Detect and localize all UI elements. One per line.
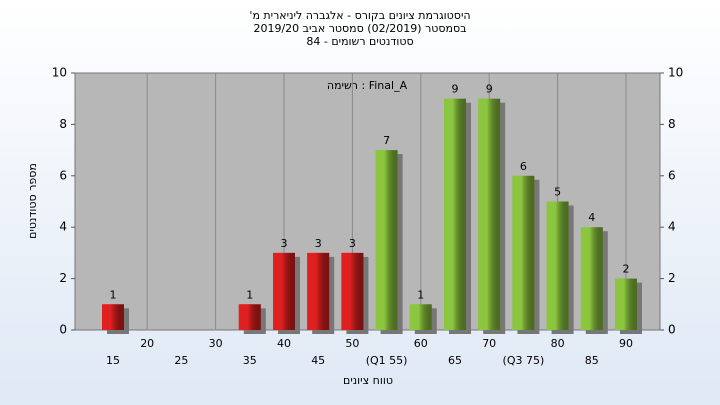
x-tick-label: 40 — [277, 337, 291, 350]
y-tick-label: 4 — [59, 220, 67, 234]
data-label: 9 — [486, 83, 493, 96]
bar-shade — [341, 252, 364, 330]
x-tick-label: 20 — [140, 337, 154, 350]
title-line: 'היסטוגרמת ציונים בקורס - אלגברה ליניארי… — [249, 9, 470, 22]
data-label: 3 — [349, 237, 356, 250]
y2-tick-label: 10 — [668, 66, 683, 80]
bar-shade — [478, 98, 501, 330]
y-tick-label: 2 — [59, 271, 67, 285]
data-label: 9 — [452, 83, 459, 96]
data-label: 5 — [554, 186, 561, 199]
data-label: 3 — [281, 237, 288, 250]
data-label: 1 — [246, 288, 253, 301]
y2-tick-label: 6 — [668, 168, 676, 182]
x-tick-label: (Q3 75) — [503, 354, 545, 367]
data-label: 4 — [588, 211, 595, 224]
title-line: סטודנטים רשומים - 84 — [306, 35, 413, 48]
x-tick-label: 90 — [619, 337, 633, 350]
y-tick-label: 8 — [59, 117, 67, 131]
bar-shade — [375, 150, 398, 330]
bar-shade — [238, 304, 261, 330]
annotation: רשימה : Final_A — [327, 79, 408, 92]
bar-shade — [102, 304, 124, 330]
x-tick-label: 65 — [448, 354, 462, 367]
x-tick-label: (Q1 55) — [366, 354, 408, 367]
data-label: 7 — [383, 134, 390, 147]
x-tick-label: 25 — [174, 354, 188, 367]
x-tick-label: 80 — [551, 337, 565, 350]
y-tick-label: 0 — [59, 323, 67, 337]
x-tick-label: 70 — [482, 337, 496, 350]
bar-shade — [409, 304, 432, 330]
y-tick-label: 6 — [59, 168, 67, 182]
y2-tick-label: 0 — [668, 323, 676, 337]
y-tick-label: 10 — [52, 66, 67, 80]
x-axis-label: טווח ציונים — [343, 374, 393, 387]
x-tick-label: 45 — [311, 354, 325, 367]
bar-shade — [512, 175, 535, 330]
y-axis-label: מספר סטודנטים — [26, 163, 39, 239]
bar-shade — [615, 278, 637, 330]
bar-shade — [546, 201, 569, 330]
x-tick-label: 15 — [106, 354, 120, 367]
x-tick-label: 60 — [414, 337, 428, 350]
x-tick-label: 85 — [585, 354, 599, 367]
data-label: 1 — [417, 288, 424, 301]
y2-tick-label: 2 — [668, 271, 676, 285]
y2-tick-label: 4 — [668, 220, 676, 234]
data-label: 3 — [315, 237, 322, 250]
y2-tick-label: 8 — [668, 117, 676, 131]
bar-shade — [273, 252, 295, 330]
data-label: 1 — [110, 288, 117, 301]
bar-shade — [580, 227, 603, 330]
bar-shade — [444, 98, 466, 330]
x-tick-label: 35 — [243, 354, 257, 367]
bar-shade — [307, 252, 330, 330]
title-line: בסמסטר (02/2019) סמסטר אביב 2019/20 — [253, 22, 466, 35]
x-tick-label: 50 — [345, 337, 359, 350]
data-label: 2 — [623, 263, 630, 276]
x-tick-label: 30 — [209, 337, 223, 350]
data-label: 6 — [520, 160, 527, 173]
